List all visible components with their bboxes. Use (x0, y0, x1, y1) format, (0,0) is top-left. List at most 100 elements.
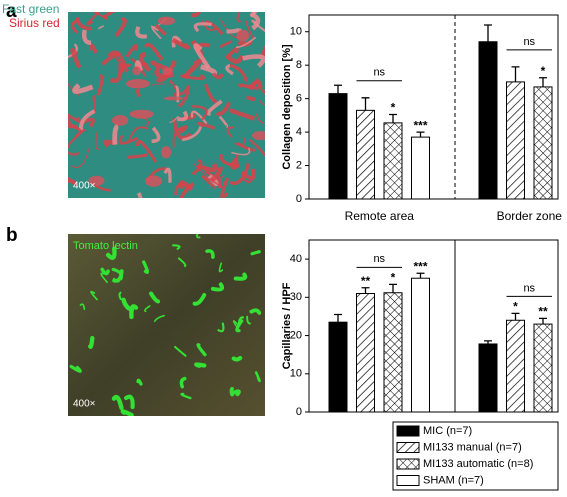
fiber (129, 109, 154, 119)
legend-label: MI133 automatic (n=8) (423, 458, 533, 470)
fiber (238, 83, 258, 91)
fiber (103, 139, 116, 148)
error-bar (361, 287, 370, 294)
fiber (68, 114, 78, 129)
fiber (229, 162, 251, 185)
capillary (237, 316, 245, 325)
capillary (120, 409, 134, 416)
legend-swatch (396, 458, 420, 470)
fiber (173, 84, 190, 97)
fiber (255, 113, 265, 124)
fiber (68, 124, 82, 138)
y-tick-label: 0 (296, 193, 302, 205)
capillary (218, 262, 224, 273)
capillary (144, 305, 151, 313)
y-tick-label: 2 (296, 159, 302, 171)
significance: * (513, 300, 518, 314)
bar (478, 41, 498, 200)
fiber (95, 130, 100, 151)
capillary (210, 282, 225, 292)
fiber (155, 24, 167, 36)
fiber (258, 86, 265, 95)
fiber (201, 175, 217, 189)
fiber (72, 83, 94, 94)
bar (533, 86, 553, 200)
error-bar (334, 84, 342, 94)
error-bar (539, 317, 547, 325)
panel-label: a (6, 1, 17, 22)
capillary (254, 371, 261, 383)
capillary (121, 297, 135, 312)
capillary (112, 277, 120, 283)
fiber (98, 25, 105, 30)
capillary (142, 260, 150, 274)
fiber (151, 26, 162, 40)
capillary (105, 246, 117, 260)
capillary (232, 320, 239, 327)
capillary (100, 267, 110, 276)
y-tick-label: 0 (296, 406, 302, 418)
fiber (75, 17, 93, 31)
fiber (79, 109, 96, 131)
fiber (172, 127, 186, 148)
capillary (229, 386, 234, 397)
fiber (179, 180, 194, 191)
fiber (155, 60, 177, 83)
fiber (196, 162, 218, 173)
fiber (114, 17, 127, 38)
fiber (247, 79, 263, 91)
fiber (236, 29, 250, 42)
capillary (235, 319, 244, 333)
legend-box (392, 421, 559, 491)
fiber (190, 12, 202, 18)
fiber (163, 167, 172, 183)
fiber (229, 63, 249, 83)
capillary (174, 345, 187, 357)
fiber (125, 78, 150, 89)
fiber (211, 72, 225, 80)
plot-frame (308, 239, 559, 413)
fiber (206, 99, 223, 116)
significance: * (541, 64, 546, 78)
capillary (249, 308, 262, 315)
fiber (111, 114, 129, 126)
capillary (231, 355, 243, 362)
fiber (151, 83, 165, 86)
fiber (224, 53, 244, 64)
fiber (171, 37, 191, 50)
legend-label: MI133 manual (n=7) (423, 441, 522, 453)
fiber (215, 101, 232, 116)
significance: * (391, 271, 396, 285)
fiber (127, 126, 149, 143)
error-bar (389, 113, 397, 123)
legend-swatch (396, 442, 420, 453)
bar (411, 136, 430, 200)
fiber (118, 134, 139, 145)
fiber (205, 20, 224, 36)
capillary (192, 292, 207, 306)
fiber (236, 141, 256, 152)
bar (383, 292, 403, 413)
fiber (193, 22, 212, 33)
fiber (150, 60, 169, 71)
legend-label: SHAM (n=7) (423, 474, 484, 486)
capillary (118, 291, 122, 301)
fiber (127, 153, 148, 159)
fiber (135, 139, 158, 163)
fiber (226, 27, 242, 34)
bar (383, 122, 403, 200)
fiber (68, 113, 81, 123)
fiber (242, 54, 265, 68)
legend-swatch (396, 475, 420, 486)
fiber (68, 177, 79, 187)
fiber (103, 12, 116, 20)
fiber (245, 95, 256, 102)
fiber (88, 175, 105, 186)
fiber (109, 63, 123, 83)
fiber (162, 67, 173, 76)
error-bar (511, 312, 520, 321)
fiber (245, 20, 255, 40)
fiber (138, 51, 152, 73)
fiber (226, 46, 239, 58)
fiber (225, 64, 234, 76)
